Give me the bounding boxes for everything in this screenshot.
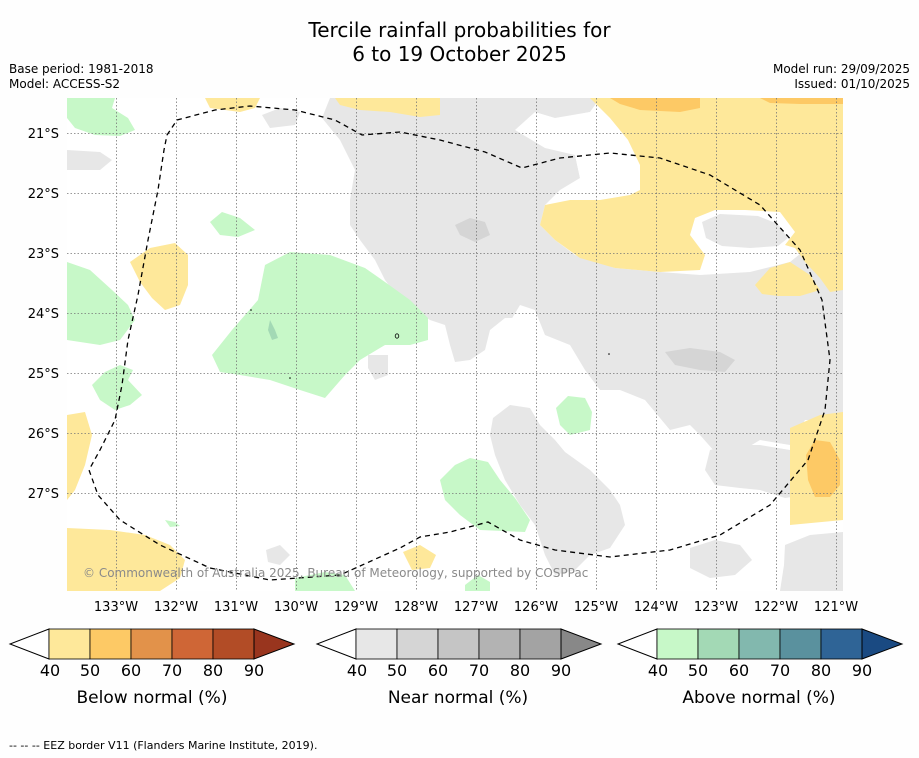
colorbar-low-extend [315,628,357,660]
map-area [67,98,843,591]
island-dot [250,309,252,311]
island-dot [608,353,610,355]
colorbar-segment [478,628,521,660]
lon-label: 129°W [334,600,378,615]
model-name: Model: ACCESS-S2 [9,77,121,91]
colorbar-above-normal: 40 50 60 70 80 90 Above normal (%) [616,628,904,708]
colorbar-tick: 90 [852,661,872,680]
lon-label: 132°W [154,600,198,615]
colorbar-tick: 80 [510,661,530,680]
lon-label: 126°W [514,600,558,615]
lon-label: 130°W [274,600,318,615]
colorbar-low-extend [8,628,50,660]
colorbar-tick: 70 [770,661,790,680]
colorbar-segment [697,628,740,660]
colorbar-tick: 60 [729,661,749,680]
colorbar-tick: 50 [80,661,100,680]
lon-label: 125°W [574,600,618,615]
grid-lines [67,98,843,591]
lon-label: 133°W [94,600,138,615]
colorbar-tick: 60 [121,661,141,680]
colorbar-below-normal: 40 50 60 70 80 90 Below normal (%) [8,628,296,708]
colorbar-segment [89,628,132,660]
model-run: Model run: 29/09/2025 [772,62,910,76]
colorbar-tick: 40 [40,661,60,680]
colorbar-segment [396,628,439,660]
colorbar-high-extend [253,628,296,660]
colorbar-segment [820,628,863,660]
colorbar-tick: 80 [811,661,831,680]
lon-label: 123°W [694,600,738,615]
lon-label: 131°W [214,600,258,615]
lat-label: 21°S [28,127,59,142]
colorbar-segment [171,628,214,660]
colorbar-tick: 80 [203,661,223,680]
colorbar-segment [738,628,781,660]
colorbar-segment [519,628,562,660]
colorbar-near-normal: 40 50 60 70 80 90 Near normal (%) [315,628,603,708]
base-period: Base period: 1981-2018 [9,62,154,76]
colorbar-tick: 40 [648,661,668,680]
meta-left: Base period: 1981-2018 Model: ACCESS-S2 [9,62,154,92]
above-normal-regions [67,98,592,591]
meta-right: Model run: 29/09/2025 Issued: 01/10/2025 [773,62,910,92]
colorbar-segment [437,628,480,660]
colorbar-segment [656,628,699,660]
colorbar-tick: 50 [688,661,708,680]
lat-label: 23°S [28,247,59,262]
colorbar-high-extend [861,628,904,660]
lon-label: 124°W [634,600,678,615]
lat-label: 22°S [28,187,59,202]
colorbar-segment [779,628,822,660]
title-line-2: 6 to 19 October 2025 [352,42,567,66]
colorbar-low-extend [616,628,658,660]
copyright-text: © Commonwealth of Australia 2025, Bureau… [83,566,588,580]
colorbar-segment [48,628,91,660]
colorbar-tick: 70 [469,661,489,680]
colorbar-title: Above normal (%) [682,688,835,708]
colorbar-tick: 60 [428,661,448,680]
colorbar-tick: 40 [347,661,367,680]
lat-label: 26°S [28,427,59,442]
colorbar-tick: 90 [551,661,571,680]
lon-label: 127°W [454,600,498,615]
lat-label: 27°S [28,487,59,502]
colorbar-segment [130,628,173,660]
lon-labels: 133°W 132°W 131°W 130°W 129°W 128°W 127°… [94,600,858,615]
island-outline [394,333,400,339]
colorbar-tick: 70 [162,661,182,680]
lat-label: 25°S [28,367,59,382]
lon-label: 128°W [394,600,438,615]
below-normal-regions [67,98,843,591]
colorbar-segment [212,628,255,660]
colorbar-title: Near normal (%) [388,688,528,708]
lat-labels: 21°S 22°S 23°S 24°S 25°S 26°S 27°S [28,127,59,502]
eez-border-line [88,105,831,581]
lon-label: 121°W [814,600,858,615]
issued-date: Issued: 01/10/2025 [794,77,910,91]
map-title: Tercile rainfall probabilities for 6 to … [0,18,919,66]
footer-note: -- -- -- EEZ border V11 (Flanders Marine… [9,739,318,752]
near-normal-darker [455,218,735,372]
island-dot [289,377,291,379]
colorbar-high-extend [560,628,603,660]
colorbar-title: Below normal (%) [77,688,228,708]
colorbar-segment [355,628,398,660]
title-line-1: Tercile rainfall probabilities for [308,18,611,42]
colorbar-tick: 90 [244,661,264,680]
lat-label: 24°S [28,307,59,322]
lon-label: 122°W [754,600,798,615]
colorbar-tick: 50 [387,661,407,680]
